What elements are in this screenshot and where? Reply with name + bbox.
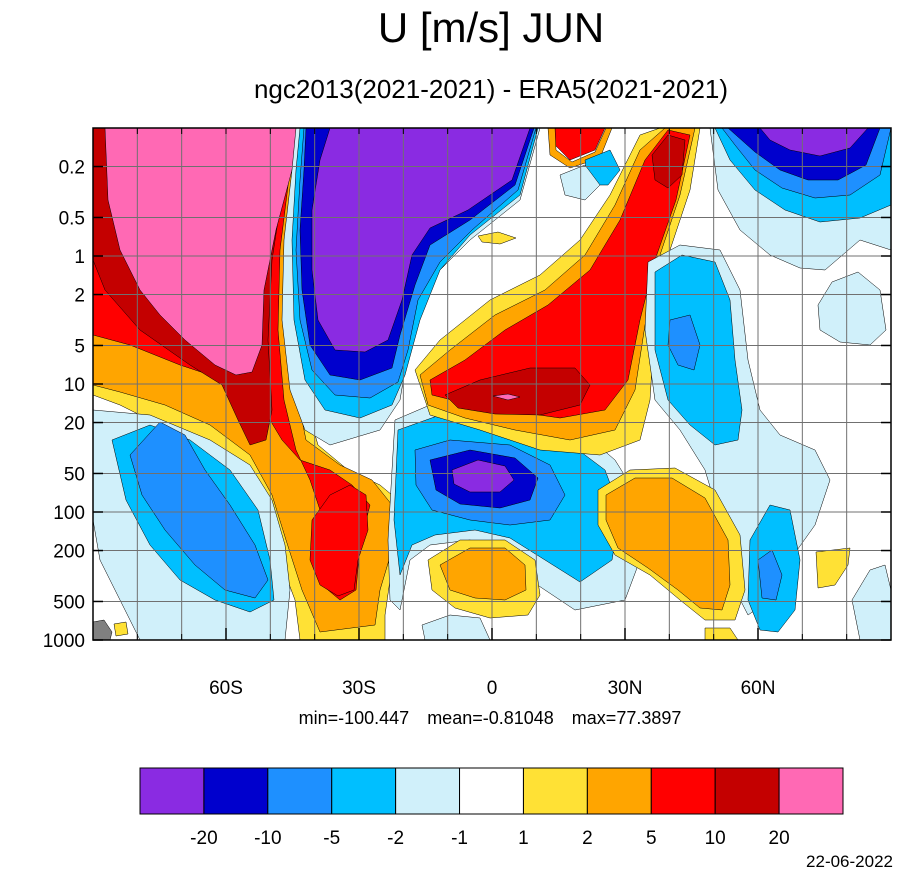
- colorbar-swatch: [522, 767, 588, 815]
- stats-line: min=-100.447 mean=-0.81048 max=77.3897: [0, 708, 901, 729]
- date-stamp: 22-06-2022: [806, 852, 893, 871]
- y-tick-label: 500: [53, 592, 85, 613]
- x-tick-label: 60N: [741, 678, 776, 699]
- x-tick-label: 60S: [209, 678, 243, 699]
- colorbar-label: 10: [705, 828, 726, 849]
- y-tick-label: 20: [64, 414, 85, 435]
- contour-nh-jet-pink-core: [492, 393, 521, 401]
- colorbar: -20 -10 -5 -2 -1 1 2 5 10 20: [139, 767, 844, 849]
- colorbar-label: 5: [646, 828, 657, 849]
- x-axis: 60S 30S 0 30N 60N: [136, 128, 848, 699]
- colorbar-label: -10: [254, 828, 281, 849]
- contour-sh-lower-blue: [129, 421, 269, 599]
- colorbar-swatch: [203, 767, 269, 815]
- y-tick-label: 100: [53, 503, 85, 524]
- colorbar-swatch: [650, 767, 716, 815]
- contour-nh-low-blue: [757, 549, 783, 601]
- colorbar-swatch: [139, 767, 205, 815]
- colorbar-swatch: [395, 767, 461, 815]
- colorbar-label: -20: [190, 828, 217, 849]
- contour-eq-lower-orange: [439, 547, 527, 601]
- contour-nh-pole-lightblue: [817, 271, 887, 346]
- y-tick-label: 1000: [43, 631, 85, 652]
- grid-lines: [93, 128, 891, 641]
- contour-nh-jet-darkred: [444, 367, 591, 416]
- contour-nh-low-orange: [605, 477, 731, 611]
- colorbar-swatch: [714, 767, 780, 815]
- colorbar-swatch: [459, 767, 524, 815]
- colorbar-label: -1: [451, 828, 468, 849]
- colorbar-swatch: [586, 767, 652, 815]
- contour-sh-easterly-purple: [311, 128, 531, 353]
- y-axis: 0.2 0.5 1 2 5 10 20 50 100 200 500 1000: [43, 158, 891, 652]
- y-tick-label: 200: [53, 542, 85, 563]
- x-tick-label: 0: [487, 678, 498, 699]
- contour-sh-lower-red: [309, 484, 369, 597]
- stat-max: max=77.3897: [571, 708, 682, 728]
- y-tick-label: 50: [64, 464, 85, 485]
- chart-subtitle: ngc2013(2021-2021) - ERA5(2021-2021): [253, 74, 729, 104]
- colorbar-swatch: [331, 767, 397, 815]
- contour-eq-upper-yellow: [477, 231, 517, 245]
- stat-mean: mean=-0.81048: [427, 708, 554, 728]
- y-tick-label: 5: [74, 336, 85, 357]
- colorbar-swatch: [267, 767, 333, 815]
- contour-topo-gray: [93, 619, 113, 640]
- contour-nh-polar-purple: [759, 128, 869, 157]
- contour-sh-jet-pink: [104, 128, 307, 376]
- contour-nh-jet-darkred-top: [651, 134, 686, 189]
- contour-nh-pole-lower-lightblue: [851, 564, 891, 640]
- colorbar-label: 20: [769, 828, 790, 849]
- y-tick-label: 2: [74, 286, 85, 307]
- x-tick-label: 30N: [608, 678, 643, 699]
- colorbar-swatch: [778, 767, 844, 815]
- y-tick-label: 0.2: [59, 158, 85, 179]
- contour-eq-purple: [451, 459, 515, 493]
- x-tick-label: 30S: [342, 678, 376, 699]
- contour-nh-pole-lower-yellow: [815, 547, 851, 589]
- colorbar-label: -2: [387, 828, 404, 849]
- contour-bottom-yellow-sh: [113, 621, 129, 637]
- y-tick-label: 10: [64, 375, 85, 396]
- y-tick-label: 0.5: [59, 208, 85, 229]
- colorbar-label: 2: [582, 828, 593, 849]
- stat-min: min=-100.447: [298, 708, 410, 728]
- contour-bottom-lightblue: [421, 614, 491, 640]
- chart-title: U [m/s] JUN: [377, 4, 605, 51]
- colorbar-label: 1: [518, 828, 529, 849]
- colorbar-label: -5: [323, 828, 340, 849]
- y-tick-label: 1: [74, 247, 85, 268]
